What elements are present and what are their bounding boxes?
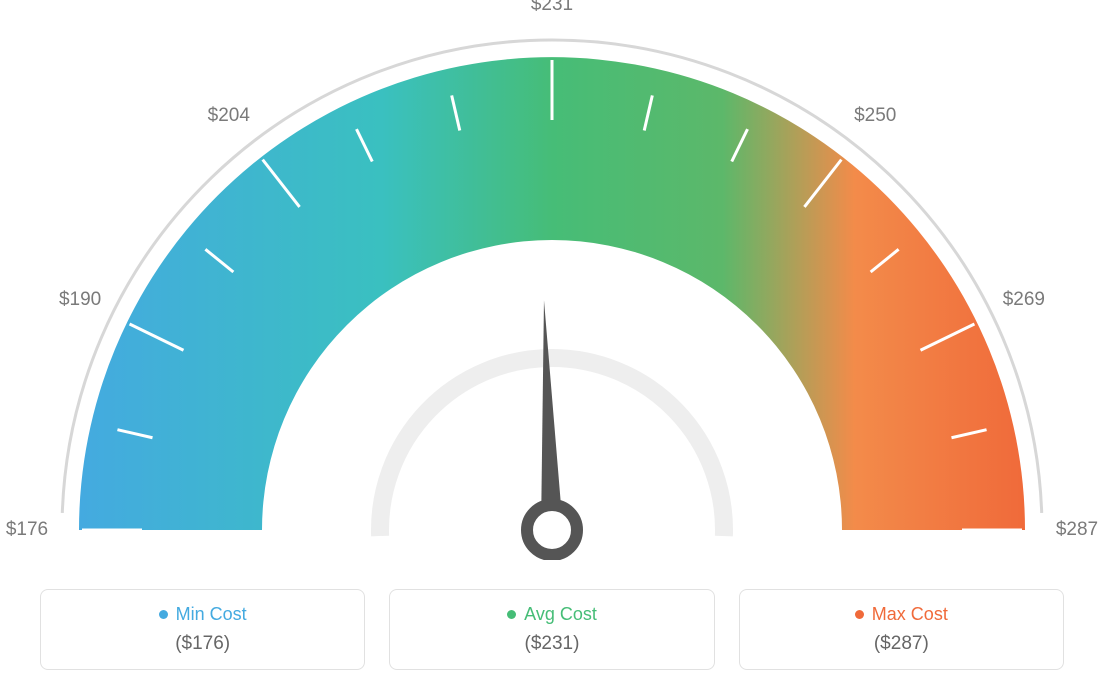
gauge-tick-label: $287 — [1056, 519, 1098, 541]
gauge-tick-label: $176 — [6, 519, 48, 541]
avg-cost-dot-icon — [507, 610, 516, 619]
cost-gauge-widget: $176 $190 $204 $231 $250 $269 $287 Min Cost ($… — [0, 0, 1104, 690]
max-cost-title: Max Cost — [855, 604, 948, 625]
gauge-tick-label: $190 — [59, 289, 101, 311]
min-cost-card: Min Cost ($176) — [40, 589, 365, 670]
gauge-chart: $176 $190 $204 $231 $250 $269 $287 — [0, 0, 1104, 560]
gauge-tick-label: $250 — [854, 105, 896, 127]
gauge-tick-label: $204 — [208, 105, 250, 127]
min-cost-title: Min Cost — [159, 604, 247, 625]
gauge-tick-label: $231 — [531, 0, 573, 16]
avg-cost-label: Avg Cost — [524, 604, 597, 625]
avg-cost-value: ($231) — [400, 633, 703, 655]
max-cost-card: Max Cost ($287) — [739, 589, 1064, 670]
avg-cost-card: Avg Cost ($231) — [389, 589, 714, 670]
gauge-tick-label: $269 — [1003, 289, 1045, 311]
max-cost-dot-icon — [855, 610, 864, 619]
cost-summary-cards: Min Cost ($176) Avg Cost ($231) Max Cost… — [0, 589, 1104, 670]
max-cost-value: ($287) — [750, 633, 1053, 655]
min-cost-value: ($176) — [51, 633, 354, 655]
gauge-svg — [0, 0, 1104, 560]
min-cost-dot-icon — [159, 610, 168, 619]
avg-cost-title: Avg Cost — [507, 604, 597, 625]
max-cost-label: Max Cost — [872, 604, 948, 625]
min-cost-label: Min Cost — [176, 604, 247, 625]
